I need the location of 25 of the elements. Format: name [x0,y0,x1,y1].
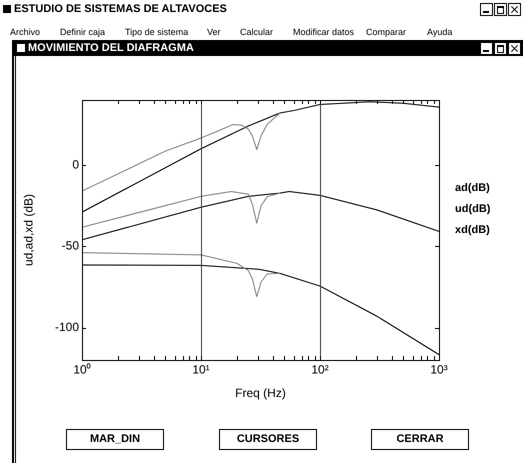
x-tick-label: 10³ [430,362,448,377]
x-tick-label: 10⁰ [73,362,91,377]
chart-title: ESTUDIO DE SISTEMAS DE ALTAVOCES [14,3,227,15]
text: Ver [207,27,221,37]
text: xd(dB) [455,224,490,236]
text: Calcular [240,27,274,37]
text: Modificar datos [293,27,354,37]
y-tick-label: -50 [62,238,80,253]
y-tick-label: 0 [72,157,80,172]
text: Ayuda [427,27,452,37]
text: Definir caja [60,27,106,37]
text: MAR_DIN [66,429,164,450]
text: Comparar [366,27,406,37]
text: CURSORES [219,429,317,450]
text: Archivo [10,27,40,37]
x-tick-label: 10¹ [192,362,210,377]
y-tick-label: -100 [54,320,80,334]
text: CERRAR [371,429,469,450]
text: ud(dB) [455,203,490,215]
x-tick-label: 10² [311,362,329,377]
y-axis-title: ud,ad,xd (dB) [22,194,36,266]
x-axis-title: Freq (Hz) [235,386,286,400]
text: Tipo de sistema [125,27,188,37]
text: ad(dB) [455,182,490,194]
chart-subtitle: MOVIMIENTO DEL DIAFRAGMA [28,42,194,54]
